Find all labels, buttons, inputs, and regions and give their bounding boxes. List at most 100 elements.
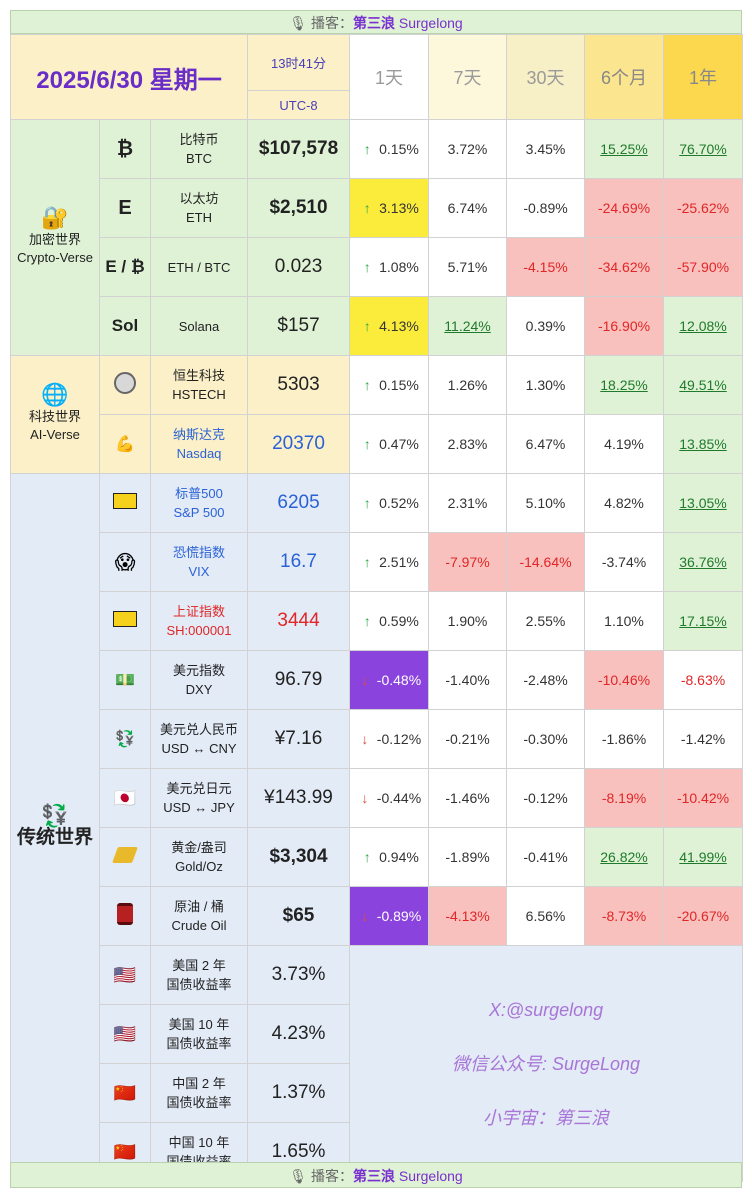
change-30d: -0.12% xyxy=(506,768,586,828)
table-row: 🇨🇳 中国 2 年国债收益率 1.37% xyxy=(11,1063,743,1123)
asset-price: $3,304 xyxy=(247,827,351,887)
table-row: 💪 纳斯达克 Nasdaq 20370 ↑ 0.47% 2.83% 6.47% 4… xyxy=(11,414,744,474)
arrow-up-icon: ↑ xyxy=(363,259,371,275)
us-flag-icon: 🇺🇸 xyxy=(99,945,151,1005)
change-1y: -1.42% xyxy=(663,709,744,769)
change-30d: -0.41% xyxy=(506,827,586,887)
change-1y: -20.67% xyxy=(663,886,744,946)
asset-name: 美国 10 年国债收益率 xyxy=(149,1004,249,1064)
asset-price: 3.73% xyxy=(247,945,351,1005)
china-flag-icon: 🇨🇳 xyxy=(99,1063,151,1123)
gold-bar-icon xyxy=(99,827,151,887)
change-30d: 6.56% xyxy=(506,886,586,946)
market-dashboard: 🎙 播客：第三浪 Surgelong 2025/6/30 星期一 13时41分 … xyxy=(9,10,744,1190)
arrow-up-icon: ↑ xyxy=(363,613,371,629)
oil-barrel-icon xyxy=(99,886,151,946)
scream-face-icon: 😱 xyxy=(99,532,151,592)
change-7d: 5.71% xyxy=(428,237,508,297)
ethereum-icon: E xyxy=(99,178,151,238)
currency-exchange-icon: 💱 xyxy=(99,709,151,769)
change-1d: ↑ 0.15% xyxy=(349,355,430,415)
table-row: 🇯🇵 美元兑日元 USD ↔ JPY ¥143.99 ↓ -0.44% -1.46… xyxy=(11,768,744,828)
change-6m: -1.86% xyxy=(584,709,665,769)
banner-host-cn: 第三浪 xyxy=(352,1168,395,1184)
change-30d: -2.48% xyxy=(506,650,586,710)
banner-label: 播客： xyxy=(310,1168,353,1184)
asset-name: 美国 2 年国债收益率 xyxy=(149,945,249,1005)
table-row: E 以太坊 ETH $2,510 ↑ 3.13% 6.74% -0.89% -24… xyxy=(11,178,744,238)
change-7d: -1.46% xyxy=(428,768,508,828)
asset-price: 96.79 xyxy=(247,650,351,710)
table-row: 🇺🇸 美国 2 年国债收益率 3.73% X:@surgelong 微信公众号:… xyxy=(11,945,744,1182)
asset-price: ¥143.99 xyxy=(247,768,351,828)
change-1y: 49.51% xyxy=(663,355,744,415)
change-1d: ↓ -0.89% xyxy=(349,886,430,946)
change-6m: -3.74% xyxy=(584,532,665,592)
arrow-up-icon: ↑ xyxy=(363,377,371,393)
banner-host-en: Surgelong xyxy=(398,1168,463,1184)
table-row: E / ₿ ETH / BTC 0.023 ↑ 1.08% 5.71% -4.1… xyxy=(11,237,744,297)
lock-key-icon: 🔐 xyxy=(41,204,69,230)
table-row: 🔐 加密世界 Crypto-Verse ₿ 比特币 BTC $107,578 ↑ … xyxy=(10,119,744,356)
change-7d: 3.72% xyxy=(428,119,508,179)
solana-icon: Sol xyxy=(99,296,151,356)
asset-price: 16.7 xyxy=(247,532,351,592)
asset-name: 美元兑人民币 USD ↔ CNY xyxy=(149,709,249,769)
asset-price: $2,510 xyxy=(247,178,351,238)
promo-x-handle: X:@surgelong xyxy=(488,999,604,1020)
change-7d: 11.24% xyxy=(428,296,508,356)
arrow-up-icon: ↑ xyxy=(363,436,371,452)
change-1d: ↑ 0.59% xyxy=(349,591,430,651)
table-row: 🇺🇸 美国 10 年国债收益率 4.23% xyxy=(11,1004,743,1064)
change-30d: -0.30% xyxy=(506,709,586,769)
change-1y: 76.70% xyxy=(663,119,744,179)
bitcoin-icon: ₿ xyxy=(99,119,151,179)
change-7d: 6.74% xyxy=(428,178,508,238)
period-1y: 1年 xyxy=(663,34,744,120)
change-30d: -14.64% xyxy=(506,532,586,592)
table-row: 💱 美元兑人民币 USD ↔ CNY ¥7.16 ↓ -0.12% -0.21% … xyxy=(11,709,744,769)
asset-name: Solana xyxy=(149,296,249,356)
asset-name: 恒生科技 HSTECH xyxy=(149,355,249,415)
change-1y: 12.08% xyxy=(663,296,744,356)
change-1d: ↑ 3.13% xyxy=(349,178,430,238)
change-6m: -16.90% xyxy=(584,296,665,356)
flexed-arm-icon: 💪 xyxy=(99,414,151,474)
dollar-banknote-icon: 💵 xyxy=(99,650,151,710)
asset-name: 中国 2 年国债收益率 xyxy=(149,1063,249,1123)
asset-name: 原油 / 桶 Crude Oil xyxy=(149,886,249,946)
asset-name: 以太坊 ETH xyxy=(149,178,249,238)
asset-name: 恐慌指数 VIX xyxy=(149,532,249,592)
asset-price: 6205 xyxy=(247,473,351,533)
change-30d: 0.39% xyxy=(506,296,586,356)
arrow-down-icon: ↓ xyxy=(361,908,369,924)
change-1y: 36.76% xyxy=(663,532,744,592)
change-6m: 26.82% xyxy=(584,827,665,887)
asset-price: 5303 xyxy=(247,355,351,415)
us-flag-icon: 🇺🇸 xyxy=(99,1004,151,1064)
table-row: 🌐 科技世界 AI-Verse 恒生科技 HSTECH 5303 ↑ 0.15% … xyxy=(10,355,744,474)
change-7d: 1.90% xyxy=(428,591,508,651)
table-row: 😱 恐慌指数 VIX 16.7 ↑ 2.51% -7.97% -14.64% -3… xyxy=(11,532,744,592)
change-1d: ↑ 0.47% xyxy=(349,414,430,474)
change-1d: ↑ 0.15% xyxy=(349,119,430,179)
arrow-up-icon: ↑ xyxy=(363,495,371,511)
change-1d: ↓ -0.44% xyxy=(349,768,430,828)
arrow-up-icon: ↑ xyxy=(363,200,371,216)
asset-price: 0.023 xyxy=(247,237,351,297)
bottom-banner: 🎙 播客：第三浪 Surgelong xyxy=(10,1162,742,1188)
change-1y: -8.63% xyxy=(663,650,744,710)
change-1d: ↑ 4.13% xyxy=(349,296,430,356)
group-ai: 🌐 科技世界 AI-Verse xyxy=(10,355,100,474)
asset-name: 标普500 S&P 500 xyxy=(149,473,249,533)
arrow-up-icon: ↑ xyxy=(363,849,371,865)
arrow-down-icon: ↓ xyxy=(361,790,369,806)
group-crypto: 🔐 加密世界 Crypto-Verse xyxy=(10,119,100,356)
table-row: 上证指数 SH:000001 3444 ↑ 0.59% 1.90% 2.55% 1… xyxy=(11,591,744,651)
change-30d: 6.47% xyxy=(506,414,586,474)
banner-host-en: Surgelong xyxy=(398,15,463,31)
change-6m: -34.62% xyxy=(584,237,665,297)
promo-podcast: 小宇宙：第三浪 xyxy=(483,1107,610,1128)
change-6m: -24.69% xyxy=(584,178,665,238)
change-6m: 15.25% xyxy=(584,119,665,179)
